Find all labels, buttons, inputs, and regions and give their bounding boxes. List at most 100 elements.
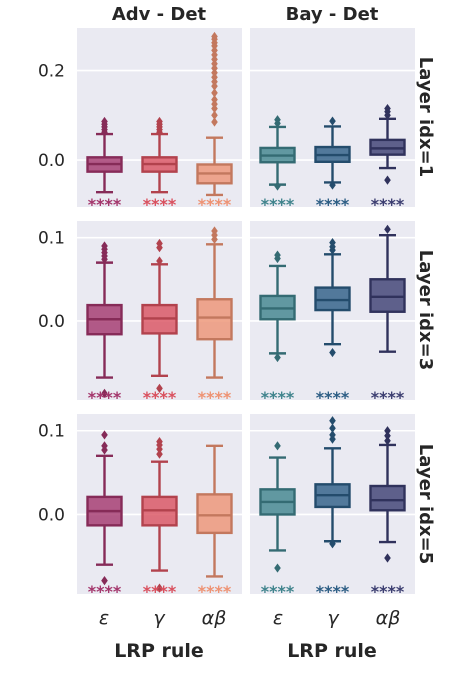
outlier-marker <box>211 110 218 120</box>
outlier-marker <box>211 31 218 42</box>
outlier-marker <box>384 426 391 436</box>
box-2-1-2: **** <box>369 426 406 601</box>
outlier-marker <box>211 88 218 98</box>
y-tick-label: 0.1 <box>38 229 65 249</box>
box-1-1-2: **** <box>369 224 406 407</box>
significance-label: **** <box>88 388 122 407</box>
box-0-0-0: **** <box>86 116 123 214</box>
x-tick-label-right-2: αβ <box>376 607 401 629</box>
box-1-0-1: **** <box>141 238 178 407</box>
outlier-marker <box>156 583 163 593</box>
box-iqr <box>196 493 233 535</box>
y-tick-label: 0.0 <box>38 505 65 525</box>
outlier-marker <box>101 441 108 451</box>
outlier-marker <box>329 539 336 549</box>
box-iqr <box>369 278 406 313</box>
outlier-marker <box>211 226 218 236</box>
box-0-0-2: **** <box>196 31 233 214</box>
outlier-marker <box>384 553 391 563</box>
x-axis-label-right: LRP rule <box>287 640 377 662</box>
outlier-marker <box>274 115 281 125</box>
outlier-marker <box>211 95 218 105</box>
outlier-marker <box>329 416 336 426</box>
significance-label: **** <box>316 195 350 214</box>
outlier-marker <box>156 116 163 127</box>
x-axis-label-left: LRP rule <box>114 640 204 662</box>
outlier-marker <box>156 238 163 249</box>
outlier-marker <box>274 250 281 260</box>
x-tick-label-right-1: γ <box>327 607 340 629</box>
box-iqr <box>369 484 406 512</box>
box-1-1-0: **** <box>259 250 296 407</box>
x-tick-label-left-1: γ <box>153 607 166 629</box>
box-1-1-1: **** <box>314 238 351 407</box>
box-iqr <box>196 298 233 341</box>
outlier-marker <box>101 116 108 127</box>
panel-r0-c0: 0.0 0.2 **** **** **** <box>38 28 242 214</box>
box-1-0-2: **** <box>196 226 233 407</box>
label-layer: Adv - Det Bay - Det Layer idx=1 Layer id… <box>99 4 436 662</box>
y-tick-label: 0.0 <box>38 312 65 332</box>
outlier-marker <box>274 181 281 191</box>
significance-label: **** <box>143 388 177 407</box>
box-2-0-0: **** <box>86 430 123 601</box>
column-title-bay-det: Bay - Det <box>286 4 379 25</box>
box-0-1-2: **** <box>369 103 406 214</box>
x-tick-label-left-0: ε <box>99 607 109 629</box>
box-2-1-0: **** <box>259 441 296 601</box>
outlier-marker <box>384 103 391 114</box>
outlier-marker <box>329 180 336 190</box>
outlier-marker <box>211 117 218 127</box>
box-2-1-1: **** <box>314 416 351 601</box>
outlier-marker <box>274 563 281 573</box>
outlier-marker <box>329 423 336 433</box>
outlier-marker <box>101 241 108 251</box>
outlier-marker <box>156 437 163 447</box>
y-tick-label: 0.1 <box>38 422 65 442</box>
box-0-0-1: **** <box>141 116 178 214</box>
significance-label: **** <box>371 195 405 214</box>
significance-label: **** <box>198 388 232 407</box>
panel-r1-c1: **** **** **** <box>250 221 415 407</box>
significance-label: **** <box>143 195 177 214</box>
significance-label: **** <box>371 388 405 407</box>
outlier-marker <box>384 224 391 234</box>
significance-label: **** <box>316 388 350 407</box>
outlier-marker <box>329 347 336 358</box>
significance-label: **** <box>316 582 350 601</box>
outlier-marker <box>156 256 163 266</box>
outlier-marker <box>384 436 391 446</box>
box-0-1-1: **** <box>314 116 351 214</box>
box-2-0-1: **** <box>141 437 178 601</box>
significance-label: **** <box>88 582 122 601</box>
significance-label: **** <box>261 582 295 601</box>
outlier-marker <box>156 383 163 393</box>
significance-label: **** <box>198 195 232 214</box>
panel-r0-c1: **** **** **** <box>250 28 415 214</box>
significance-label: **** <box>261 195 295 214</box>
x-tick-label-right-0: ε <box>273 607 283 629</box>
row-title-layer-1: Layer idx=1 <box>415 57 436 177</box>
outlier-marker <box>384 175 391 185</box>
significance-label: **** <box>371 582 405 601</box>
significance-label: **** <box>88 195 122 214</box>
outlier-marker <box>329 238 336 248</box>
box-iqr <box>314 286 351 312</box>
box-1-0-0: **** <box>86 241 123 407</box>
significance-label: **** <box>261 388 295 407</box>
outlier-marker <box>101 576 108 586</box>
outlier-marker <box>101 430 108 440</box>
outlier-marker <box>274 441 281 451</box>
y-tick-label: 0.0 <box>38 151 65 171</box>
panel-r2-c0: 0.0 0.1 **** **** **** <box>38 414 242 601</box>
outlier-marker <box>384 431 391 441</box>
y-tick-label: 0.2 <box>38 62 65 82</box>
box-0-1-0: **** <box>259 115 296 214</box>
outlier-marker <box>329 430 336 440</box>
row-title-layer-5: Layer idx=5 <box>415 444 436 564</box>
significance-label: **** <box>143 582 177 601</box>
outlier-marker <box>274 352 281 363</box>
row-title-layer-3: Layer idx=3 <box>415 250 436 370</box>
x-tick-label-left-2: αβ <box>202 607 227 629</box>
